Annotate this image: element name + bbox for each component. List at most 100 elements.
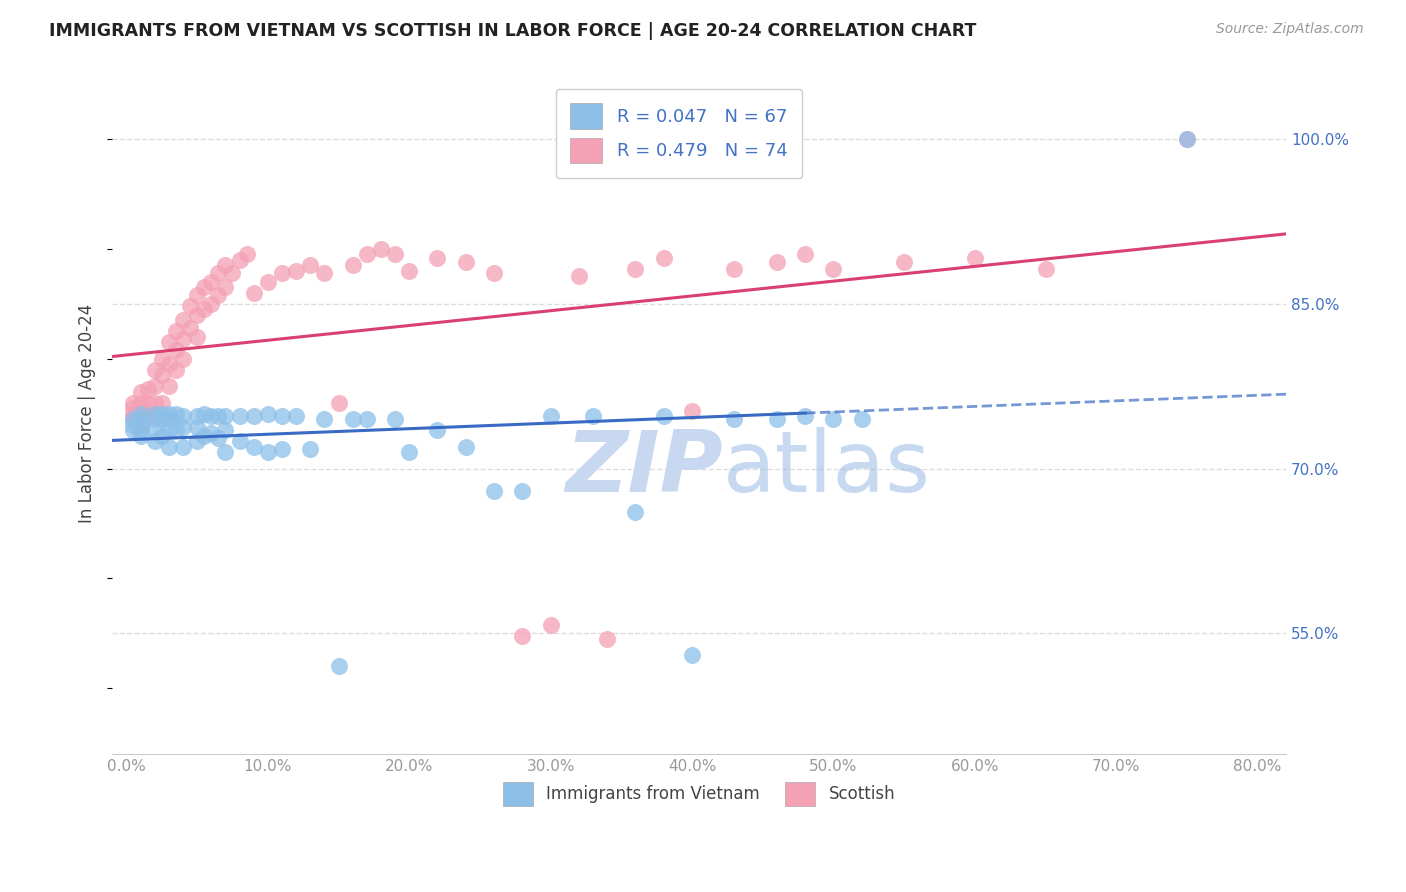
Point: [207, 266, 229, 280]
Point: [681, 404, 703, 418]
Point: [540, 617, 562, 632]
Point: [823, 412, 845, 426]
Point: [193, 428, 215, 442]
Point: [129, 417, 152, 432]
Point: [963, 251, 986, 265]
Point: [299, 442, 322, 456]
Point: [314, 266, 336, 280]
Point: [143, 407, 166, 421]
Point: [652, 409, 675, 423]
Point: [129, 423, 152, 437]
Point: [766, 255, 789, 269]
Point: [823, 261, 845, 276]
Point: [271, 409, 294, 423]
Point: [652, 251, 675, 265]
Point: [512, 483, 534, 498]
Point: [512, 628, 534, 642]
Point: [540, 409, 562, 423]
Point: [596, 632, 619, 646]
Point: [454, 255, 477, 269]
Point: [426, 423, 449, 437]
Point: [214, 280, 236, 294]
Point: [165, 362, 187, 376]
Point: [165, 423, 187, 437]
Point: [370, 242, 392, 256]
Point: [200, 409, 222, 423]
Point: [200, 426, 222, 441]
Point: [328, 659, 350, 673]
Point: [256, 445, 278, 459]
Point: [214, 423, 236, 437]
Point: [150, 428, 173, 442]
Point: [143, 379, 166, 393]
Point: [129, 384, 152, 399]
Point: [200, 296, 222, 310]
Point: [193, 407, 215, 421]
Point: [136, 409, 159, 423]
Point: [851, 412, 873, 426]
Point: [1035, 261, 1057, 276]
Point: [228, 434, 250, 448]
Point: [299, 258, 322, 272]
Point: [200, 275, 222, 289]
Point: [129, 409, 152, 423]
Point: [384, 412, 406, 426]
Point: [582, 409, 605, 423]
Point: [143, 409, 166, 423]
Point: [228, 409, 250, 423]
Point: [221, 266, 243, 280]
Point: [150, 412, 173, 426]
Point: [235, 247, 257, 261]
Point: [157, 407, 180, 421]
Point: [157, 423, 180, 437]
Point: [172, 419, 194, 434]
Point: [624, 506, 647, 520]
Point: [129, 395, 152, 409]
Point: [794, 247, 817, 261]
Point: [1175, 132, 1198, 146]
Point: [356, 247, 378, 261]
Point: [314, 412, 336, 426]
Point: [157, 440, 180, 454]
Point: [172, 351, 194, 366]
Point: [1175, 132, 1198, 146]
Point: [794, 409, 817, 423]
Point: [150, 368, 173, 383]
Point: [342, 412, 364, 426]
Point: [207, 409, 229, 423]
Point: [186, 308, 208, 322]
Point: [342, 258, 364, 272]
Point: [129, 407, 152, 421]
Point: [214, 258, 236, 272]
Point: [122, 412, 145, 426]
Point: [228, 252, 250, 267]
Point: [122, 401, 145, 416]
Point: [242, 440, 264, 454]
Point: [723, 412, 745, 426]
Point: [179, 321, 201, 335]
Point: [271, 266, 294, 280]
Point: [328, 395, 350, 409]
Text: atlas: atlas: [723, 426, 931, 509]
Point: [482, 483, 505, 498]
Point: [136, 395, 159, 409]
Point: [122, 407, 145, 421]
Point: [384, 247, 406, 261]
Y-axis label: In Labor Force | Age 20-24: In Labor Force | Age 20-24: [79, 304, 96, 524]
Point: [242, 409, 264, 423]
Point: [207, 431, 229, 445]
Point: [129, 401, 152, 416]
Point: [122, 395, 145, 409]
Point: [157, 357, 180, 371]
Point: [143, 434, 166, 448]
Text: IMMIGRANTS FROM VIETNAM VS SCOTTISH IN LABOR FORCE | AGE 20-24 CORRELATION CHART: IMMIGRANTS FROM VIETNAM VS SCOTTISH IN L…: [49, 22, 977, 40]
Point: [723, 261, 745, 276]
Point: [172, 332, 194, 346]
Point: [356, 412, 378, 426]
Point: [193, 302, 215, 317]
Point: [150, 395, 173, 409]
Point: [285, 409, 308, 423]
Point: [454, 440, 477, 454]
Point: [143, 362, 166, 376]
Point: [150, 351, 173, 366]
